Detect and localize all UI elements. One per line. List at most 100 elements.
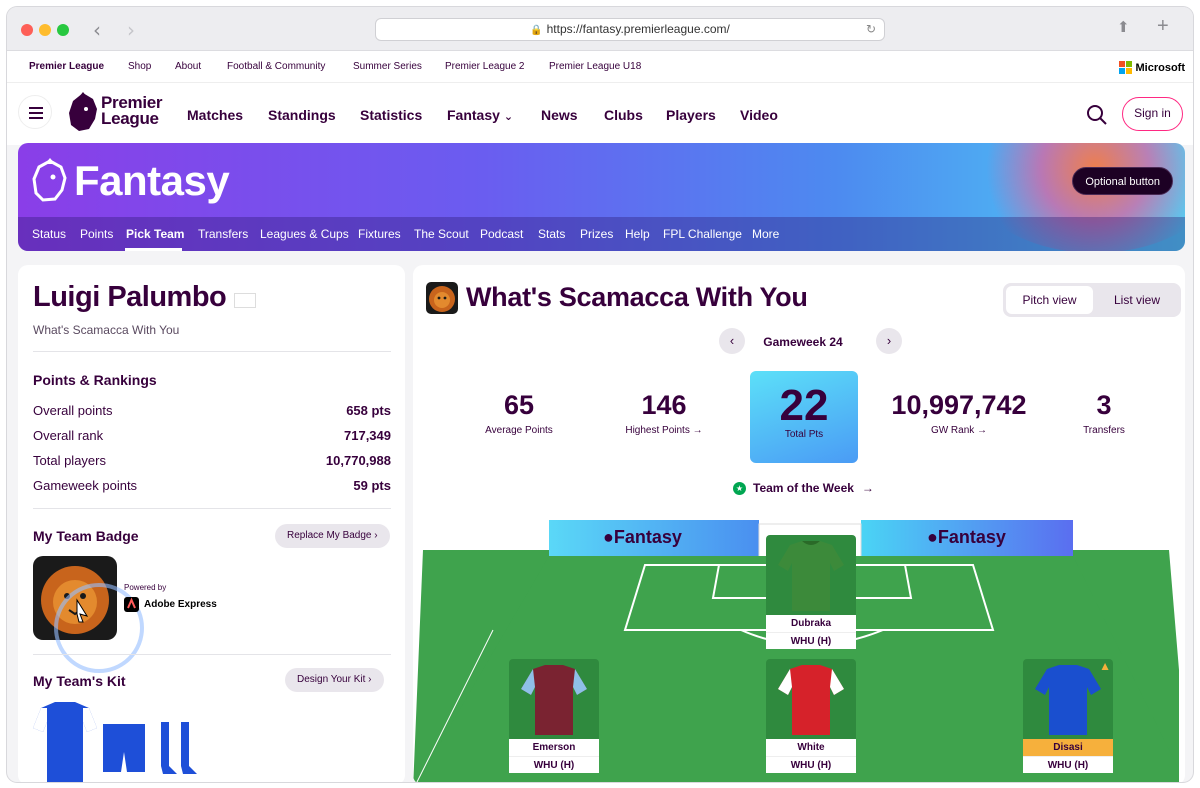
tab-help[interactable]: Help	[625, 227, 650, 241]
toplink-football-community[interactable]: Football & Community	[227, 61, 326, 72]
design-kit-button[interactable]: Design Your Kit ›	[285, 668, 384, 692]
lion-badge-icon	[429, 286, 455, 312]
view-toggle: Pitch view List view	[1003, 283, 1181, 317]
tab-the-scout[interactable]: The Scout	[414, 227, 469, 241]
player-fixture: WHU (H)	[766, 756, 856, 773]
pitch-brand-label: Fantasy	[613, 527, 682, 547]
nav-news[interactable]: News	[541, 107, 578, 123]
premier-league-lion-icon[interactable]	[65, 91, 101, 133]
player-name: Dubraka	[766, 615, 856, 632]
nav-players[interactable]: Players	[666, 107, 716, 123]
tab-podcast[interactable]: Podcast	[480, 227, 524, 241]
toplink-about[interactable]: About	[175, 61, 202, 72]
player-card-disasi[interactable]: ▲ Disasi WHU (H)	[1023, 659, 1113, 773]
optional-button[interactable]: Optional button	[1072, 167, 1173, 195]
nav-fantasy-label: Fantasy	[447, 107, 500, 123]
list-view-button[interactable]: List view	[1113, 293, 1160, 307]
maximize-window-button[interactable]	[57, 24, 69, 36]
logo-line-1: Premier	[101, 93, 163, 112]
reload-icon[interactable]: ↻	[865, 22, 876, 36]
stat-number: 65	[503, 390, 535, 420]
adobe-express-link[interactable]: Adobe Express	[124, 597, 217, 612]
browser-toolbar: ‹ › 🔒 https://fantasy.premierleague.com/ …	[7, 7, 1193, 51]
new-tab-icon[interactable]: +	[1157, 15, 1169, 37]
search-button[interactable]	[1080, 98, 1114, 132]
stat-number: 146	[641, 390, 687, 420]
highest-points-stat[interactable]: 146 Highest Points →	[594, 390, 734, 436]
goalkeeper-shirt-icon	[778, 541, 844, 611]
tab-status[interactable]: Status	[32, 227, 67, 241]
tab-more[interactable]: More	[752, 227, 780, 241]
forward-icon[interactable]: ›	[127, 18, 135, 42]
menu-button[interactable]	[18, 95, 52, 129]
previous-gameweek-button[interactable]: ‹	[719, 328, 745, 354]
close-window-button[interactable]	[21, 24, 33, 36]
total-points-box: 22 Total Pts	[750, 371, 858, 463]
nav-video[interactable]: Video	[740, 107, 778, 123]
gameweek-label: Gameweek 24	[763, 335, 843, 349]
manager-name: Luigi Palumbo	[33, 281, 227, 313]
nav-standings[interactable]: Standings	[268, 107, 336, 123]
toplink-premier-league-u18[interactable]: Premier League U18	[549, 61, 642, 72]
football-shirt-icon	[521, 665, 587, 735]
address-bar[interactable]: 🔒 https://fantasy.premierleague.com/ ↻	[375, 18, 885, 41]
player-fixture: WHU (H)	[1023, 756, 1113, 773]
microsoft-partner-link[interactable]: Microsoft	[1118, 61, 1186, 74]
nav-clubs[interactable]: Clubs	[604, 107, 643, 123]
tab-stats[interactable]: Stats	[538, 227, 566, 241]
back-icon[interactable]: ‹	[93, 18, 101, 42]
toplink-summer-series[interactable]: Summer Series	[353, 61, 422, 72]
share-icon[interactable]: ⬆	[1117, 19, 1130, 36]
tab-points[interactable]: Points	[80, 227, 114, 241]
gw-rank-stat[interactable]: 10,997,742 GW Rank →	[889, 390, 1029, 436]
chevron-right-icon: ›	[368, 674, 372, 685]
player-card-white[interactable]: White WHU (H)	[766, 659, 856, 773]
toplink-premier-league[interactable]: Premier League	[29, 61, 105, 72]
fantasy-subnav: Status Points Pick Team Transfers League…	[18, 217, 1185, 251]
team-of-the-week-link[interactable]: ★ Team of the Week →	[733, 481, 874, 495]
design-kit-label: Design Your Kit	[297, 674, 366, 685]
premier-league-wordmark[interactable]: Premier League	[101, 93, 163, 127]
tab-fixtures[interactable]: Fixtures	[358, 227, 401, 241]
nav-fantasy[interactable]: Fantasy ⌄	[447, 107, 513, 123]
tab-prizes[interactable]: Prizes	[580, 227, 614, 241]
team-title: What's Scamacca With You	[466, 282, 808, 312]
replace-badge-button[interactable]: Replace My Badge ›	[275, 524, 390, 548]
minimize-window-button[interactable]	[39, 24, 51, 36]
team-panel: What's Scamacca With You Pitch view List…	[413, 265, 1185, 782]
tab-leagues-cups[interactable]: Leagues & Cups	[260, 227, 349, 241]
stat-label: Transfers	[1083, 425, 1125, 436]
stat-number: 10,997,742	[891, 390, 1027, 420]
player-name: Disasi	[1023, 739, 1113, 756]
stat-number: 3	[1096, 390, 1112, 420]
player-card-emerson[interactable]: Emerson WHU (H)	[509, 659, 599, 773]
sign-in-button[interactable]: Sign in	[1122, 97, 1183, 131]
next-gameweek-button[interactable]: ›	[876, 328, 902, 354]
replace-badge-label: Replace My Badge	[287, 530, 372, 541]
manager-card: Luigi Palumbo What's Scamacca With You P…	[18, 265, 405, 782]
tab-transfers[interactable]: Transfers	[198, 227, 249, 241]
nav-matches[interactable]: Matches	[187, 107, 244, 123]
toplink-shop[interactable]: Shop	[128, 61, 152, 72]
team-of-week-label: Team of the Week	[753, 481, 854, 495]
player-card-dubraka[interactable]: Dubraka WHU (H)	[766, 535, 856, 649]
stat-value: 59 pts	[353, 478, 391, 493]
toplink-premier-league-2[interactable]: Premier League 2	[445, 61, 525, 72]
team-badge-thumbnail	[426, 282, 458, 314]
microsoft-label: Microsoft	[1135, 61, 1186, 74]
stat-label: Overall rank	[33, 428, 104, 443]
stat-value: 10,770,988	[325, 453, 391, 468]
total-points-value: 22	[779, 381, 829, 430]
player-name: White	[766, 739, 856, 756]
chevron-right-icon: ›	[886, 333, 892, 348]
stat-value: 717,349	[344, 428, 391, 443]
badge-highlight-ring	[54, 583, 144, 673]
nav-statistics[interactable]: Statistics	[360, 107, 423, 123]
stat-label: Total players	[33, 453, 106, 468]
pitch-view-button[interactable]: Pitch view	[1006, 286, 1093, 314]
tab-fpl-challenge[interactable]: FPL Challenge	[663, 227, 742, 241]
tab-pick-team[interactable]: Pick Team	[126, 227, 185, 241]
player-shirt-area	[509, 659, 599, 739]
player-shirt-area	[766, 659, 856, 739]
team-kit-title: My Team's Kit	[33, 673, 126, 689]
